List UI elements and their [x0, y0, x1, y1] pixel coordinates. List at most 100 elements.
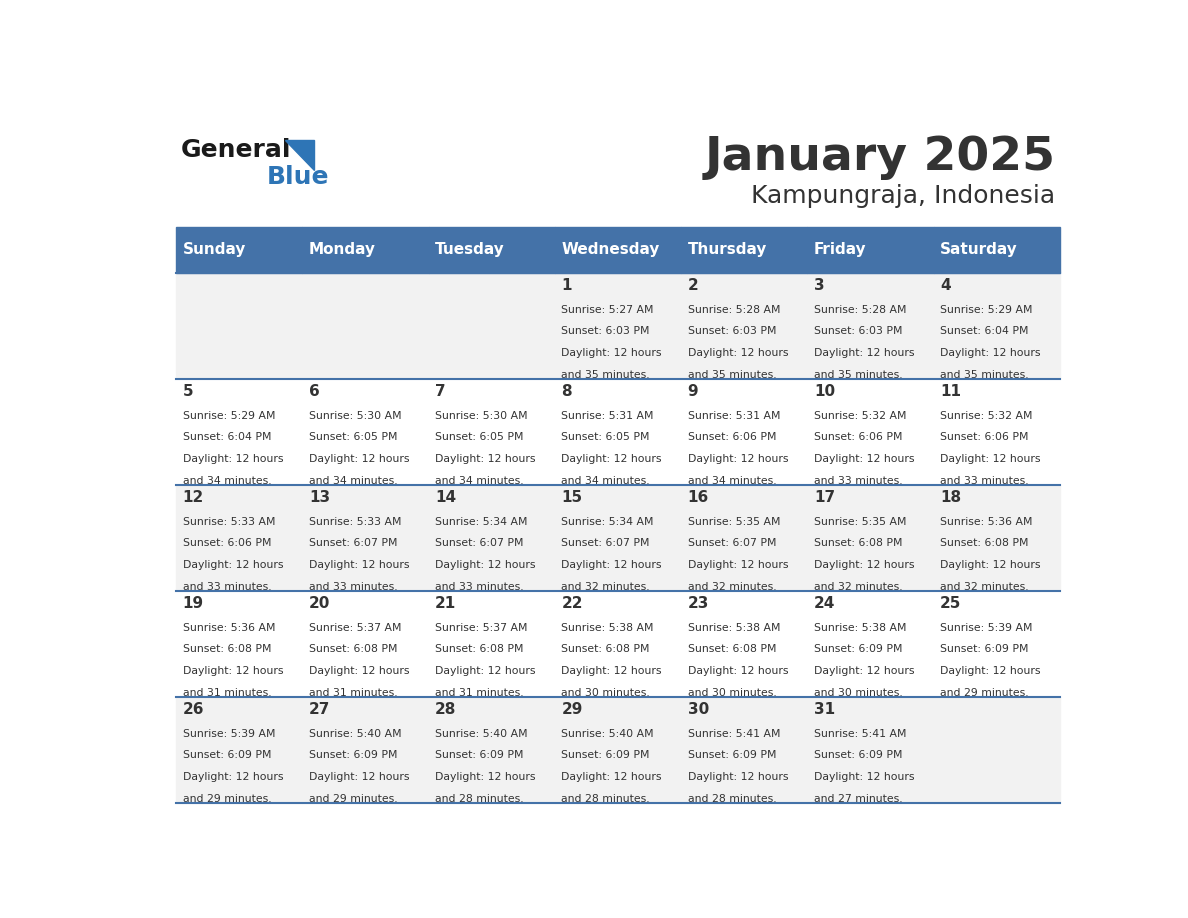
Bar — [303, 273, 429, 379]
Bar — [176, 379, 303, 485]
Text: and 35 minutes.: and 35 minutes. — [814, 370, 903, 380]
Text: and 31 minutes.: and 31 minutes. — [309, 688, 398, 698]
Text: and 31 minutes.: and 31 minutes. — [435, 688, 524, 698]
Text: Daylight: 12 hours: Daylight: 12 hours — [940, 560, 1041, 570]
Text: Sunset: 6:06 PM: Sunset: 6:06 PM — [688, 432, 776, 442]
Text: and 33 minutes.: and 33 minutes. — [435, 582, 524, 592]
Text: Sunrise: 5:38 AM: Sunrise: 5:38 AM — [814, 622, 906, 633]
Text: and 34 minutes.: and 34 minutes. — [435, 476, 524, 486]
Text: 25: 25 — [940, 596, 961, 610]
Bar — [808, 591, 934, 697]
Bar — [303, 379, 429, 485]
Bar — [934, 379, 1060, 485]
Text: Daylight: 12 hours: Daylight: 12 hours — [688, 666, 788, 676]
Text: and 34 minutes.: and 34 minutes. — [562, 476, 650, 486]
Text: 27: 27 — [309, 701, 330, 717]
Text: 19: 19 — [183, 596, 203, 610]
Text: 15: 15 — [562, 489, 582, 505]
Bar — [681, 273, 808, 379]
Bar — [303, 485, 429, 591]
Text: Sunset: 6:03 PM: Sunset: 6:03 PM — [814, 326, 903, 336]
Text: Daylight: 12 hours: Daylight: 12 hours — [183, 666, 283, 676]
Text: Sunrise: 5:40 AM: Sunrise: 5:40 AM — [435, 729, 527, 739]
Text: Daylight: 12 hours: Daylight: 12 hours — [309, 454, 410, 464]
Text: 24: 24 — [814, 596, 835, 610]
Text: 7: 7 — [435, 384, 446, 398]
Text: 14: 14 — [435, 489, 456, 505]
Text: Friday: Friday — [814, 242, 866, 257]
Bar — [555, 273, 681, 379]
Text: Sunset: 6:07 PM: Sunset: 6:07 PM — [562, 538, 650, 548]
Text: Sunrise: 5:41 AM: Sunrise: 5:41 AM — [688, 729, 781, 739]
Text: Daylight: 12 hours: Daylight: 12 hours — [183, 454, 283, 464]
Text: Sunrise: 5:29 AM: Sunrise: 5:29 AM — [183, 410, 276, 420]
Text: Sunrise: 5:39 AM: Sunrise: 5:39 AM — [940, 622, 1032, 633]
Text: Saturday: Saturday — [940, 242, 1018, 257]
Text: Daylight: 12 hours: Daylight: 12 hours — [814, 454, 915, 464]
Text: and 34 minutes.: and 34 minutes. — [688, 476, 776, 486]
Text: Daylight: 12 hours: Daylight: 12 hours — [562, 454, 662, 464]
Text: Monday: Monday — [309, 242, 375, 257]
Text: 18: 18 — [940, 489, 961, 505]
Text: Sunset: 6:06 PM: Sunset: 6:06 PM — [940, 432, 1029, 442]
Text: Sunrise: 5:35 AM: Sunrise: 5:35 AM — [814, 517, 906, 527]
Text: Sunset: 6:09 PM: Sunset: 6:09 PM — [562, 750, 650, 760]
Text: January 2025: January 2025 — [704, 135, 1055, 180]
Bar — [176, 697, 303, 803]
Bar — [934, 697, 1060, 803]
Bar — [934, 485, 1060, 591]
Bar — [429, 485, 555, 591]
Bar — [681, 591, 808, 697]
Text: Sunrise: 5:27 AM: Sunrise: 5:27 AM — [562, 305, 653, 315]
Text: Daylight: 12 hours: Daylight: 12 hours — [309, 560, 410, 570]
Text: Sunset: 6:08 PM: Sunset: 6:08 PM — [435, 644, 524, 655]
Text: Daylight: 12 hours: Daylight: 12 hours — [435, 666, 536, 676]
Text: 31: 31 — [814, 701, 835, 717]
Text: 1: 1 — [562, 277, 571, 293]
Text: Sunrise: 5:33 AM: Sunrise: 5:33 AM — [183, 517, 276, 527]
Text: Sunrise: 5:31 AM: Sunrise: 5:31 AM — [562, 410, 653, 420]
Bar — [681, 697, 808, 803]
Bar — [934, 273, 1060, 379]
Text: Sunset: 6:07 PM: Sunset: 6:07 PM — [309, 538, 397, 548]
Bar — [555, 697, 681, 803]
Text: 6: 6 — [309, 384, 320, 398]
Text: 28: 28 — [435, 701, 456, 717]
Text: Tuesday: Tuesday — [435, 242, 505, 257]
Text: 23: 23 — [688, 596, 709, 610]
Text: Daylight: 12 hours: Daylight: 12 hours — [309, 666, 410, 676]
Text: and 35 minutes.: and 35 minutes. — [940, 370, 1029, 380]
Text: and 28 minutes.: and 28 minutes. — [562, 794, 650, 804]
Text: 22: 22 — [562, 596, 583, 610]
Text: Sunset: 6:07 PM: Sunset: 6:07 PM — [435, 538, 524, 548]
Text: Sunset: 6:04 PM: Sunset: 6:04 PM — [183, 432, 271, 442]
Text: 29: 29 — [562, 701, 583, 717]
Text: Daylight: 12 hours: Daylight: 12 hours — [940, 454, 1041, 464]
Text: and 32 minutes.: and 32 minutes. — [940, 582, 1029, 592]
Text: Daylight: 12 hours: Daylight: 12 hours — [814, 772, 915, 782]
Text: and 28 minutes.: and 28 minutes. — [688, 794, 776, 804]
Text: 26: 26 — [183, 701, 204, 717]
Text: Sunset: 6:08 PM: Sunset: 6:08 PM — [940, 538, 1029, 548]
Text: 2: 2 — [688, 277, 699, 293]
Text: and 29 minutes.: and 29 minutes. — [183, 794, 271, 804]
Text: 10: 10 — [814, 384, 835, 398]
Text: Sunrise: 5:40 AM: Sunrise: 5:40 AM — [309, 729, 402, 739]
Text: 8: 8 — [562, 384, 571, 398]
Bar — [555, 227, 681, 273]
Bar — [934, 591, 1060, 697]
Text: Sunrise: 5:41 AM: Sunrise: 5:41 AM — [814, 729, 906, 739]
Text: and 35 minutes.: and 35 minutes. — [688, 370, 776, 380]
Text: and 35 minutes.: and 35 minutes. — [562, 370, 650, 380]
Bar — [808, 227, 934, 273]
Text: and 32 minutes.: and 32 minutes. — [562, 582, 650, 592]
Bar — [555, 379, 681, 485]
Text: Sunrise: 5:40 AM: Sunrise: 5:40 AM — [562, 729, 653, 739]
Bar — [176, 227, 303, 273]
Text: Sunset: 6:09 PM: Sunset: 6:09 PM — [435, 750, 524, 760]
Text: Daylight: 12 hours: Daylight: 12 hours — [940, 348, 1041, 358]
Text: Sunrise: 5:31 AM: Sunrise: 5:31 AM — [688, 410, 781, 420]
Text: Daylight: 12 hours: Daylight: 12 hours — [562, 666, 662, 676]
Text: and 33 minutes.: and 33 minutes. — [940, 476, 1029, 486]
Text: and 33 minutes.: and 33 minutes. — [183, 582, 271, 592]
